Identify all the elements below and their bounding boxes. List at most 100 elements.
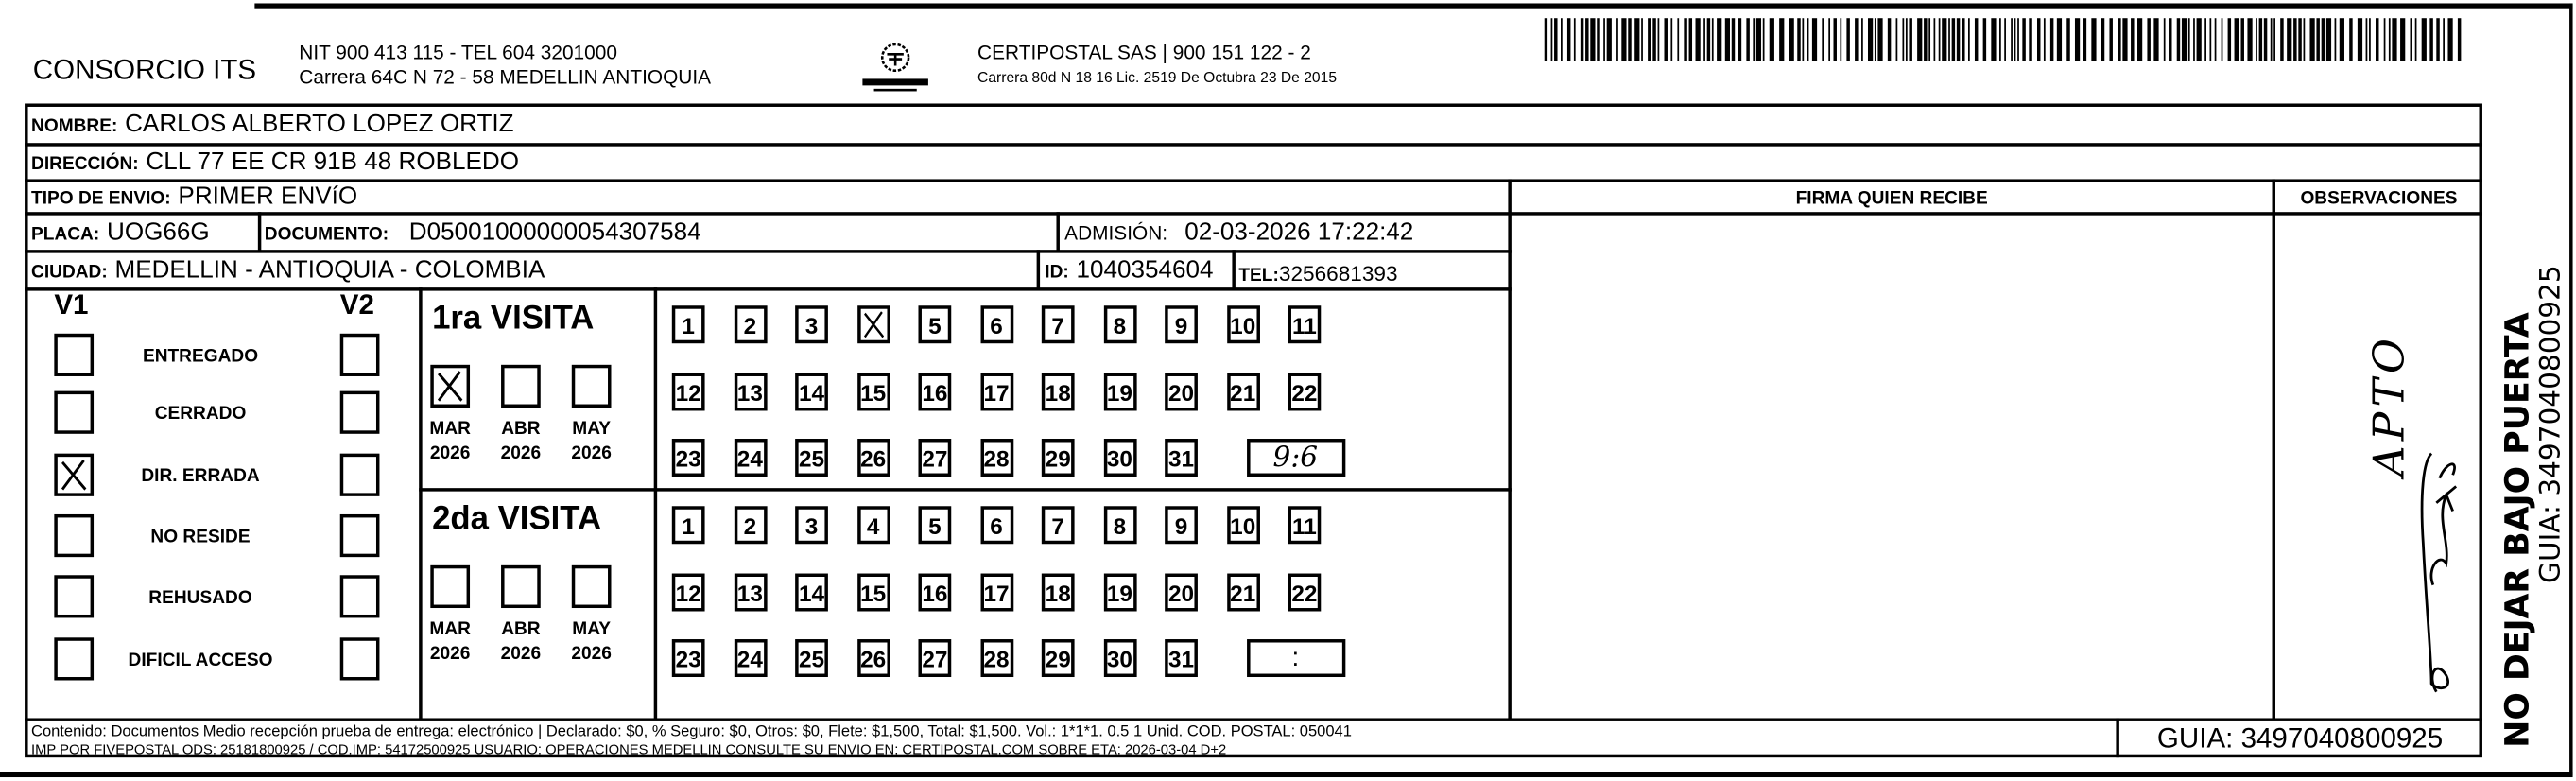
day-box[interactable]: 5 bbox=[918, 305, 952, 344]
month-checkbox[interactable] bbox=[501, 364, 541, 408]
barcode-bar bbox=[1670, 18, 1673, 61]
day-box[interactable]: 21 bbox=[1226, 373, 1260, 411]
day-box[interactable]: 3 bbox=[795, 305, 828, 344]
day-box[interactable]: 24 bbox=[733, 439, 767, 477]
day-box[interactable]: 11 bbox=[1288, 305, 1322, 344]
month-checkbox[interactable] bbox=[430, 364, 471, 408]
day-box[interactable]: 5 bbox=[918, 506, 952, 545]
day-box[interactable]: 1 bbox=[671, 506, 705, 545]
v1-checkbox[interactable] bbox=[54, 453, 95, 496]
day-box[interactable]: 28 bbox=[979, 639, 1013, 678]
day-box[interactable]: 10 bbox=[1226, 305, 1260, 344]
day-box[interactable]: 31 bbox=[1165, 639, 1198, 678]
v1-checkbox[interactable] bbox=[54, 575, 95, 618]
status-label: DIFICIL ACCESO bbox=[128, 651, 273, 671]
month-label: MAR bbox=[429, 619, 471, 640]
day-box[interactable]: 15 bbox=[856, 573, 890, 612]
carrier-name: CERTIPOSTAL SAS | 900 151 122 - 2 bbox=[977, 41, 1311, 64]
barcode-bar bbox=[2227, 18, 2232, 61]
day-box[interactable]: 30 bbox=[1102, 439, 1136, 477]
day-box[interactable]: 13 bbox=[733, 373, 767, 411]
day-box[interactable]: 26 bbox=[856, 439, 890, 477]
day-box[interactable]: 25 bbox=[795, 639, 828, 678]
v1-checkbox[interactable] bbox=[54, 390, 95, 434]
day-box[interactable]: 4 bbox=[856, 506, 890, 545]
day-box[interactable]: 22 bbox=[1288, 573, 1322, 612]
day-box[interactable]: 6 bbox=[979, 506, 1013, 545]
day-box[interactable]: 12 bbox=[671, 373, 705, 411]
barcode-bar bbox=[2056, 18, 2063, 61]
v2-checkbox[interactable] bbox=[339, 390, 380, 434]
day-box[interactable]: 29 bbox=[1041, 439, 1075, 477]
day-box[interactable]: 3 bbox=[795, 506, 828, 545]
day-box[interactable]: 27 bbox=[918, 439, 952, 477]
month-checkbox[interactable] bbox=[571, 564, 612, 609]
day-number: 12 bbox=[675, 379, 701, 407]
day-box[interactable]: 2 bbox=[733, 305, 767, 344]
day-box[interactable]: 17 bbox=[979, 573, 1013, 612]
day-box[interactable]: 25 bbox=[795, 439, 828, 477]
v2-checkbox[interactable] bbox=[339, 513, 380, 558]
day-box[interactable]: 27 bbox=[918, 639, 952, 678]
day-box[interactable]: 29 bbox=[1041, 639, 1075, 678]
day-box[interactable]: 2 bbox=[733, 506, 767, 545]
day-box[interactable]: 6 bbox=[979, 305, 1013, 344]
time-box[interactable]: : bbox=[1246, 639, 1345, 678]
day-box[interactable]: 23 bbox=[671, 439, 705, 477]
v2-checkbox[interactable] bbox=[339, 637, 380, 681]
day-box[interactable]: 17 bbox=[979, 373, 1013, 411]
month-checkbox[interactable] bbox=[501, 564, 541, 609]
day-box[interactable]: 10 bbox=[1226, 506, 1260, 545]
day-box[interactable]: 4 bbox=[856, 305, 890, 344]
v1-checkbox[interactable] bbox=[54, 637, 95, 681]
month-checkbox[interactable] bbox=[571, 364, 612, 408]
day-box[interactable]: 21 bbox=[1226, 573, 1260, 612]
day-box[interactable]: 7 bbox=[1041, 305, 1075, 344]
day-box[interactable]: 8 bbox=[1102, 305, 1136, 344]
v2-checkbox[interactable] bbox=[339, 453, 380, 496]
day-box[interactable]: 16 bbox=[918, 573, 952, 612]
placa-value: UOG66G bbox=[106, 218, 210, 247]
barcode-bar bbox=[2287, 18, 2292, 61]
day-box[interactable]: 30 bbox=[1102, 639, 1136, 678]
row-divider bbox=[25, 179, 2482, 182]
day-box[interactable]: 13 bbox=[733, 573, 767, 612]
v1-checkbox[interactable] bbox=[54, 513, 95, 558]
day-box[interactable]: 31 bbox=[1165, 439, 1198, 477]
day-box[interactable]: 26 bbox=[856, 639, 890, 678]
day-box[interactable]: 18 bbox=[1041, 573, 1075, 612]
barcode-bar bbox=[2365, 18, 2368, 61]
day-box[interactable]: 16 bbox=[918, 373, 952, 411]
day-box[interactable]: 12 bbox=[671, 573, 705, 612]
day-box[interactable]: 9 bbox=[1165, 506, 1198, 545]
day-box[interactable]: 14 bbox=[795, 573, 828, 612]
day-number: 3 bbox=[804, 312, 819, 339]
day-box[interactable]: 9 bbox=[1165, 305, 1198, 344]
day-box[interactable]: 7 bbox=[1041, 506, 1075, 545]
day-box[interactable]: 18 bbox=[1041, 373, 1075, 411]
day-box[interactable]: 11 bbox=[1288, 506, 1322, 545]
v2-checkbox[interactable] bbox=[339, 333, 380, 376]
day-box[interactable]: 24 bbox=[733, 639, 767, 678]
month-checkbox[interactable] bbox=[430, 564, 471, 609]
barcode-bar bbox=[2298, 18, 2302, 61]
day-box[interactable]: 23 bbox=[671, 639, 705, 678]
day-box[interactable]: 14 bbox=[795, 373, 828, 411]
day-box[interactable]: 19 bbox=[1102, 373, 1136, 411]
barcode-bar bbox=[1550, 18, 1553, 61]
day-box[interactable]: 20 bbox=[1165, 573, 1198, 612]
v1-checkbox[interactable] bbox=[54, 333, 95, 376]
time-box[interactable]: 9:6 bbox=[1246, 439, 1345, 477]
barcode-bar bbox=[1677, 18, 1680, 61]
day-box[interactable]: 19 bbox=[1102, 573, 1136, 612]
day-box[interactable]: 8 bbox=[1102, 506, 1136, 545]
day-box[interactable]: 15 bbox=[856, 373, 890, 411]
barcode-bar bbox=[1962, 18, 1965, 61]
day-box[interactable]: 1 bbox=[671, 305, 705, 344]
ciudad-label: CIUDAD: bbox=[31, 263, 108, 283]
day-box[interactable]: 28 bbox=[979, 439, 1013, 477]
day-box[interactable]: 20 bbox=[1165, 373, 1198, 411]
day-box[interactable]: 22 bbox=[1288, 373, 1322, 411]
barcode-bar bbox=[1974, 18, 1979, 61]
v2-checkbox[interactable] bbox=[339, 575, 380, 618]
